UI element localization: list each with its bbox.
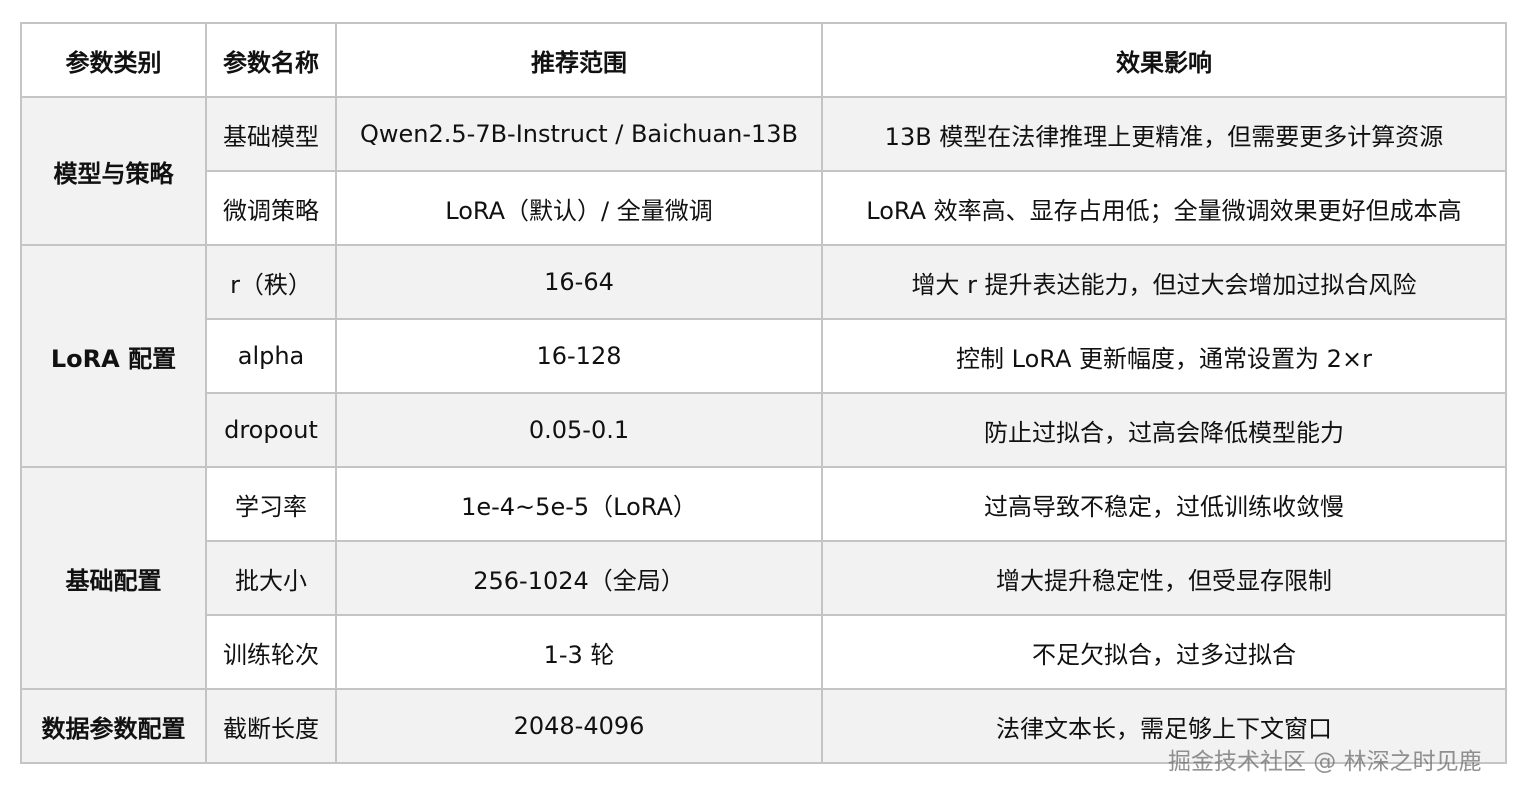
param-effect: 13B 模型在法律推理上更精准，但需要更多计算资源 [821,96,1507,172]
header-row: 参数类别 参数名称 推荐范围 效果影响 [20,22,1507,98]
param-name: 批大小 [205,540,337,616]
param-effect: 不足欠拟合，过多过拟合 [821,614,1507,690]
param-effect: 增大 r 提升表达能力，但过大会增加过拟合风险 [821,244,1507,320]
category-cell: 数据参数配置 [20,688,207,764]
param-effect: 过高导致不稳定，过低训练收敛慢 [821,466,1507,542]
param-range: 16-64 [335,244,823,320]
param-effect: 法律文本长，需足够上下文窗口 [821,688,1507,764]
param-range: LoRA（默认）/ 全量微调 [335,170,823,246]
table-row: dropout 0.05-0.1 防止过拟合，过高会降低模型能力 [21,392,1507,468]
header-range: 推荐范围 [335,22,823,98]
param-effect: 防止过拟合，过高会降低模型能力 [821,392,1507,468]
param-effect: 控制 LoRA 更新幅度，通常设置为 2×r [821,318,1507,394]
table-row: 数据参数配置 截断长度 2048-4096 法律文本长，需足够上下文窗口 [20,688,1507,764]
param-range: 0.05-0.1 [335,392,823,468]
param-name: alpha [205,318,337,394]
param-name: 截断长度 [205,688,337,764]
param-name: 训练轮次 [205,614,337,690]
param-name: 学习率 [205,466,337,542]
header-effect: 效果影响 [821,22,1507,98]
param-name: 微调策略 [205,170,337,246]
category-cell: LoRA 配置 [20,244,207,468]
header-category: 参数类别 [20,22,207,98]
table-row: LoRA 配置 r（秩） 16-64 增大 r 提升表达能力，但过大会增加过拟合… [20,244,1507,468]
watermark: 掘金技术社区 @ 林深之时见鹿 [1168,749,1482,775]
table-row: alpha 16-128 控制 LoRA 更新幅度，通常设置为 2×r [21,318,1507,394]
param-name: r（秩） [205,244,337,320]
param-range: 1e-4~5e-5（LoRA） [335,466,823,542]
param-range: 2048-4096 [335,688,823,764]
param-range: 16-128 [335,318,823,394]
param-name: 基础模型 [205,96,337,172]
table-row: 模型与策略 基础模型 Qwen2.5-7B-Instruct / Baichua… [20,96,1507,246]
table-row: 批大小 256-1024（全局） 增大提升稳定性，但受显存限制 [21,540,1507,616]
param-range: 256-1024（全局） [335,540,823,616]
param-name: dropout [205,392,337,468]
table-row: 微调策略 LoRA（默认）/ 全量微调 LoRA 效率高、显存占用低；全量微调效… [21,170,1507,246]
param-effect: 增大提升稳定性，但受显存限制 [821,540,1507,616]
category-cell: 基础配置 [20,466,207,690]
param-effect: LoRA 效率高、显存占用低；全量微调效果更好但成本高 [821,170,1507,246]
param-range: 1-3 轮 [335,614,823,690]
param-range: Qwen2.5-7B-Instruct / Baichuan-13B [335,96,823,172]
table-row: 训练轮次 1-3 轮 不足欠拟合，过多过拟合 [21,614,1507,690]
parameter-table: 参数类别 参数名称 推荐范围 效果影响 模型与策略 基础模型 Qwen2.5-7… [20,22,1507,764]
category-cell: 模型与策略 [20,96,207,246]
header-name: 参数名称 [205,22,337,98]
table-row: 基础配置 学习率 1e-4~5e-5（LoRA） 过高导致不稳定，过低训练收敛慢 [20,466,1507,690]
